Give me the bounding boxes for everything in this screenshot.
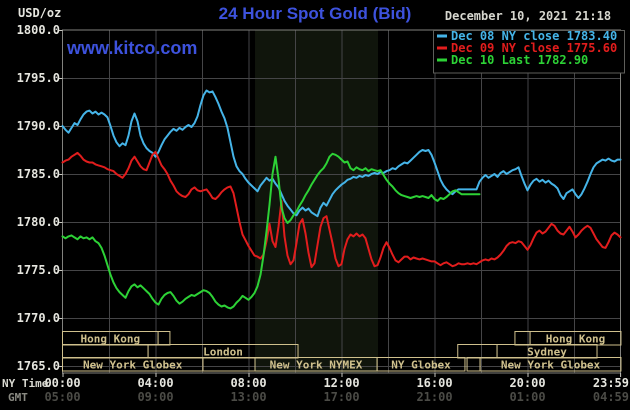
gmt-tick-label: 05:00 <box>44 390 80 404</box>
y-tick-label: 1780.0 <box>17 215 60 229</box>
session-box <box>157 331 171 346</box>
series-line-0 <box>61 89 622 218</box>
y-tick-label: 1790.0 <box>17 119 60 133</box>
gmt-tick-label: 21:00 <box>416 390 452 404</box>
gmt-tick-label: 13:00 <box>230 390 266 404</box>
session-label: Hong Kong <box>80 333 140 346</box>
legend-item-label: Dec 10 Last 1782.90 <box>451 53 588 67</box>
legend-item-label: Dec 09 NY close 1775.60 <box>451 41 617 55</box>
session-box <box>466 357 481 372</box>
kitco-watermark: www.kitco.com <box>67 38 198 58</box>
series-line-2 <box>61 152 481 310</box>
session-label: London <box>203 346 243 359</box>
ny-time-tick-label: 08:00 <box>230 376 266 390</box>
session-box <box>62 344 149 359</box>
session-label: New York NYMEX <box>270 359 363 372</box>
session-label: Hong Kong <box>546 333 606 346</box>
y-tick-label: 1770.0 <box>17 311 60 325</box>
session-label: New York Globex <box>83 359 183 372</box>
ny-time-tick-label: 00:00 <box>44 376 80 390</box>
y-tick-label: 1785.0 <box>17 167 60 181</box>
gmt-tick-label: 04:59 <box>593 390 629 404</box>
gmt-tick-label: 17:00 <box>323 390 359 404</box>
legend-item-label: Dec 08 NY close 1783.40 <box>451 29 617 43</box>
session-label: Sydney <box>527 346 567 359</box>
price-series-lines <box>61 89 622 310</box>
ny-time-tick-label: 12:00 <box>323 376 359 390</box>
ny-time-axis-label: NY Time <box>2 377 49 390</box>
gmt-tick-label: 01:00 <box>509 390 545 404</box>
legend-box <box>433 30 625 74</box>
y-tick-label: 1765.0 <box>17 359 60 373</box>
chart-title: 24 Hour Spot Gold (Bid) <box>218 4 412 23</box>
y-axis-labels: 1800.0 1795.0 1790.0 1785.0 1780.0 1775.0 1770… <box>17 23 60 373</box>
session-box <box>202 357 256 372</box>
ny-time-tick-label: 04:00 <box>137 376 173 390</box>
session-box <box>479 357 622 372</box>
y-tick-label: 1775.0 <box>17 263 60 277</box>
plot-grid <box>62 30 621 373</box>
session-box <box>457 344 498 359</box>
session-label: New York Globex <box>501 359 601 372</box>
gmt-tick-label: 09:00 <box>137 390 173 404</box>
nymex-session-band <box>255 30 379 373</box>
y-tick-label: 1795.0 <box>17 71 60 85</box>
y-axis-units-label: USD/oz <box>18 6 62 20</box>
session-label: NY Globex <box>391 359 451 372</box>
series-line-1 <box>61 150 622 269</box>
y-tick-label: 1800.0 <box>17 23 60 37</box>
session-box <box>376 357 466 372</box>
chart-datetime: December 10, 2021 21:18 <box>444 9 612 23</box>
ny-time-tick-label: 20:00 <box>509 376 545 390</box>
ny-time-tick-label: 23:59 <box>593 376 629 390</box>
gmt-axis-label: GMT <box>8 391 28 404</box>
ny-time-tick-label: 16:00 <box>416 376 452 390</box>
